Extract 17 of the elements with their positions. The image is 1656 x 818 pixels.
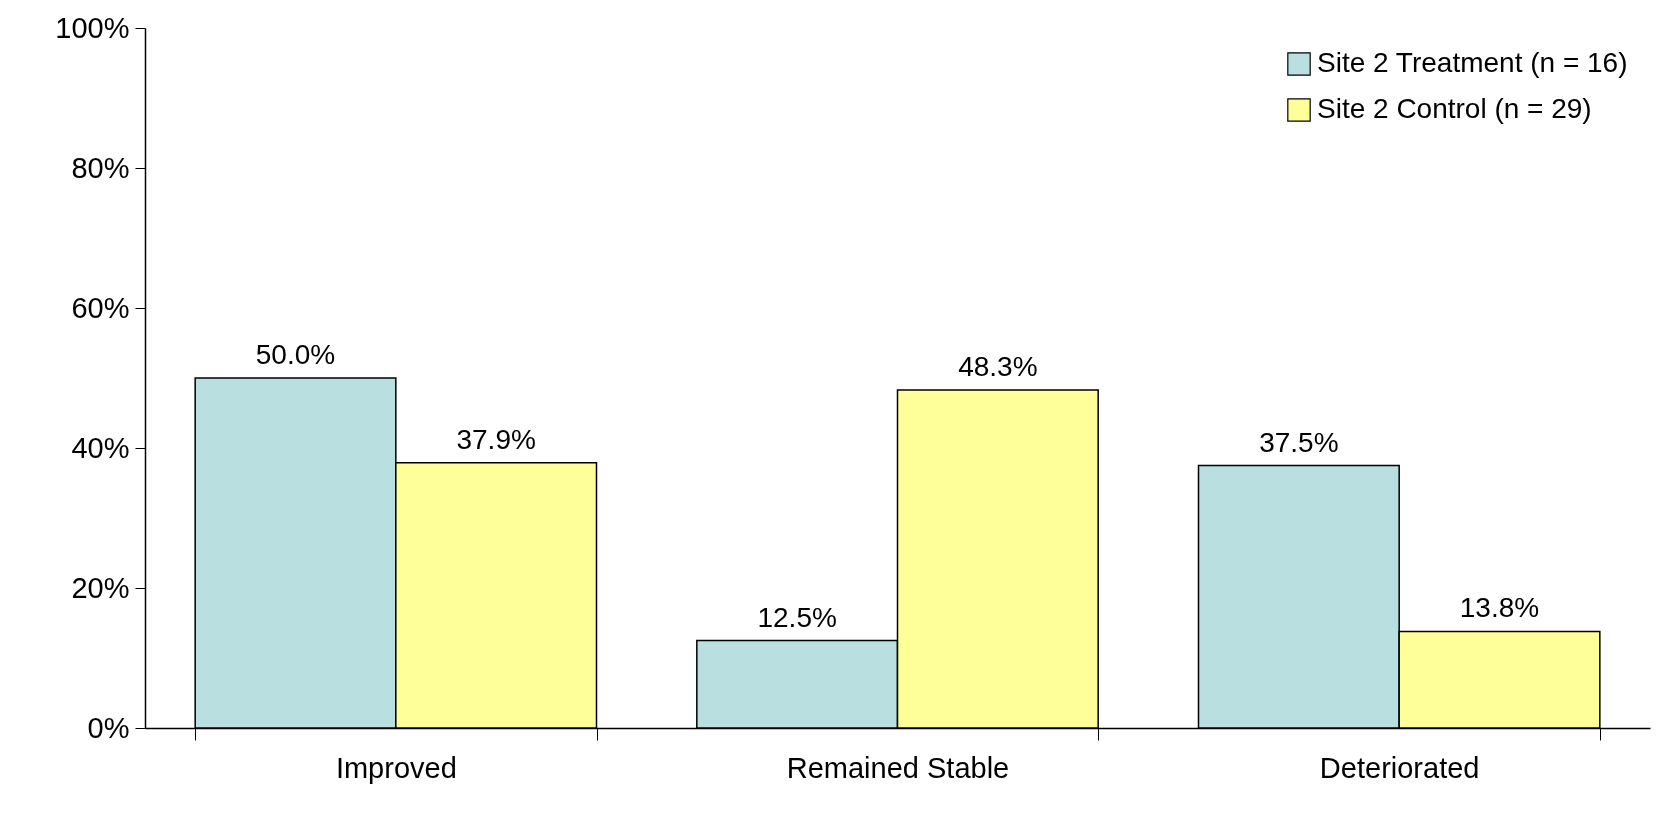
data-label: 50.0% (255, 339, 336, 370)
x-tick-label: Improved (335, 751, 457, 784)
data-label: 13.8% (1459, 592, 1540, 624)
data-label: 37.9% (456, 423, 536, 455)
y-tick-label: 80% (71, 151, 130, 184)
legend-label: Site 2 Treatment (n = 16) (1317, 47, 1628, 78)
data-label: 37.5% (1259, 426, 1339, 458)
y-tick-label: 60% (71, 291, 130, 324)
y-tick-label: 0% (87, 711, 130, 744)
y-tick-label: 40% (71, 431, 130, 464)
data-label: 48.3% (958, 350, 1038, 382)
x-tick-label: Deteriorated (1319, 751, 1480, 784)
x-tick-label: Remained Stable (786, 751, 1010, 784)
legend-label: Site 2 Control (n = 29) (1317, 93, 1592, 124)
y-tick-label: 20% (71, 571, 130, 604)
data-label: 12.5% (757, 601, 837, 633)
y-tick-label: 100% (55, 11, 130, 44)
